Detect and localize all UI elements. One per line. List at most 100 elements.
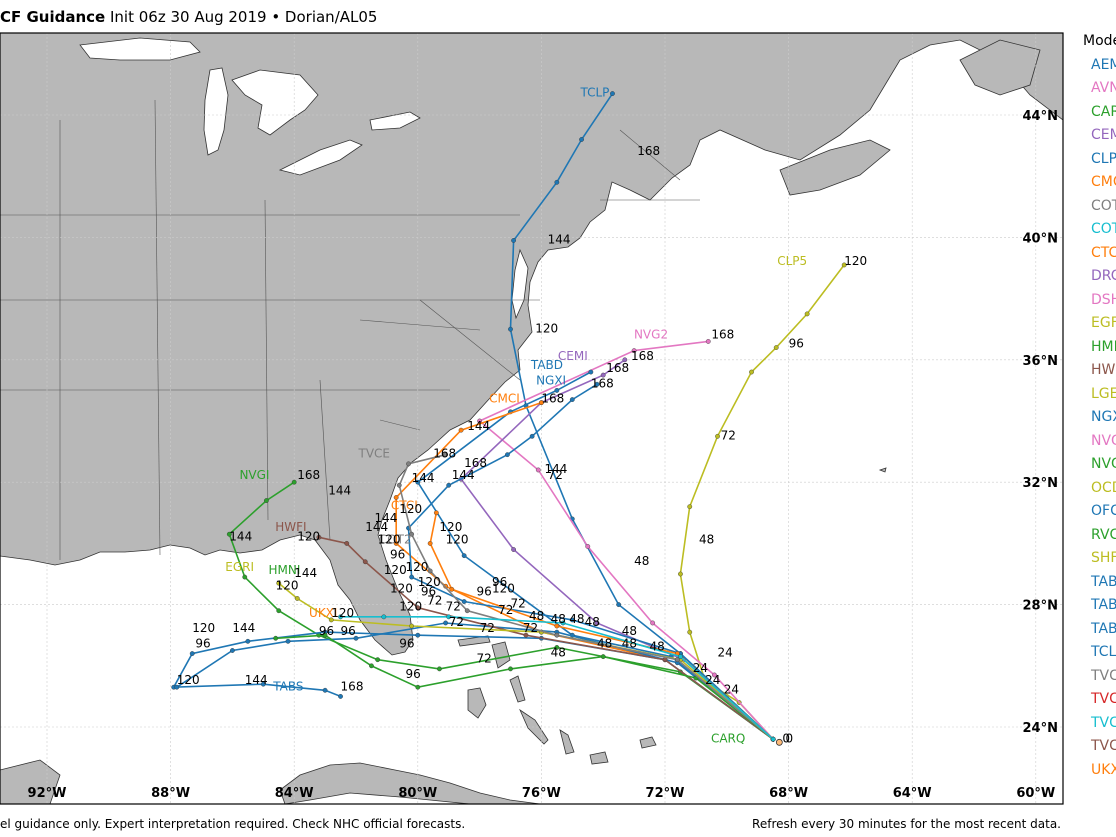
forecast-hour-label: 96 xyxy=(390,548,405,562)
track-point xyxy=(242,574,248,580)
track-point xyxy=(409,531,415,537)
forecast-hour-label: 96 xyxy=(341,624,356,638)
track-point xyxy=(393,495,399,500)
title-bold: CF Guidance xyxy=(0,8,106,26)
track-point xyxy=(415,479,421,485)
legend-item: TVC xyxy=(1091,667,1116,684)
forecast-hour-label: 120 xyxy=(276,578,299,592)
lake-ontario xyxy=(369,111,421,131)
forecast-hour-label: 72 xyxy=(721,428,736,442)
track-point xyxy=(443,620,449,626)
track-point xyxy=(443,452,449,458)
legend-item: SHF xyxy=(1091,550,1116,566)
longitude-label: 76°W xyxy=(522,786,561,801)
forecast-hour-label: 144 xyxy=(229,529,252,543)
forecast-hour-label: 0 xyxy=(782,731,790,745)
track-point xyxy=(569,617,575,623)
forecast-hour-label: 48 xyxy=(622,636,637,650)
track-model-label: NGXI xyxy=(536,373,566,387)
track-point xyxy=(226,531,232,537)
legend-header: Mode xyxy=(1083,33,1116,49)
track-point xyxy=(511,238,516,243)
forecast-hour-label: 120 xyxy=(535,321,558,335)
legend-item: NVG xyxy=(1091,432,1116,449)
forecast-hour-label: 72 xyxy=(446,600,461,614)
longitude-label: 88°W xyxy=(151,786,190,801)
legend-item: NGX xyxy=(1091,409,1116,425)
latitude-label: 28°N xyxy=(1023,599,1058,614)
forecast-hour-label: 72 xyxy=(477,652,492,666)
track-point xyxy=(427,541,433,546)
legend-item: OFC xyxy=(1091,503,1116,519)
forecast-hour-label: 144 xyxy=(544,462,567,476)
track-point xyxy=(616,602,622,607)
forecast-hour-label: 144 xyxy=(548,233,571,247)
track-point xyxy=(322,632,328,638)
forecast-hour-label: 120 xyxy=(446,532,469,546)
forecast-hour-label: 96 xyxy=(399,636,414,650)
forecast-hour-label: 48 xyxy=(529,609,544,623)
forecast-hour-label: 120 xyxy=(384,563,407,577)
track-point xyxy=(712,672,717,678)
forecast-hour-label: 144 xyxy=(365,520,388,534)
track-point xyxy=(511,547,516,552)
track-model-label: HWFI xyxy=(275,520,306,534)
bahamas-inagua xyxy=(589,751,609,765)
model-tracks[interactable] xyxy=(171,91,847,746)
forecast-hour-label: 24 xyxy=(718,646,733,660)
forecast-hour-label: 24 xyxy=(705,673,720,687)
forecast-hour-label: 168 xyxy=(637,144,660,158)
forecast-hour-label: 168 xyxy=(711,327,734,341)
track-point xyxy=(396,482,402,488)
track-point xyxy=(291,479,297,485)
forecast-hour-label: 72 xyxy=(548,468,563,482)
forecast-hour-label: 144 xyxy=(245,673,268,687)
nova-scotia xyxy=(779,139,891,196)
forecast-hour-label: 120 xyxy=(390,581,413,595)
longitude-label: 60°W xyxy=(1016,786,1055,801)
track-model-label: TCLP xyxy=(579,86,609,100)
bahamas-eleuthera xyxy=(509,675,526,703)
track-point xyxy=(569,397,575,402)
latitude-label: 44°N xyxy=(1023,109,1058,124)
forecast-hour-label: 144 xyxy=(452,468,475,482)
forecast-hour-label: 168 xyxy=(541,392,564,406)
track-point xyxy=(328,617,334,623)
track-point xyxy=(338,694,343,699)
track-point xyxy=(804,311,810,317)
forecast-hour-label: 48 xyxy=(585,615,600,629)
model-track-line[interactable] xyxy=(416,371,774,740)
track-point xyxy=(437,666,442,672)
legend-item: TVC xyxy=(1091,691,1116,707)
track-point xyxy=(427,568,433,574)
track-point xyxy=(458,427,464,433)
forecast-hour-label: 144 xyxy=(412,471,435,485)
legend-item: OCD xyxy=(1091,479,1116,496)
hour-labels: 1681441201209672482424242416816816816816… xyxy=(177,144,867,746)
track-point xyxy=(381,614,387,620)
model-track-line[interactable] xyxy=(340,615,774,740)
forecast-hour-label: 48 xyxy=(569,612,584,626)
forecast-hour-label: 168 xyxy=(433,447,456,461)
legend-item: TCL xyxy=(1091,644,1116,660)
longitude-label: 80°W xyxy=(398,786,437,801)
forecast-hour-label: 24 xyxy=(693,661,708,675)
model-track-line[interactable] xyxy=(275,634,774,740)
longitude-label: 64°W xyxy=(893,786,932,801)
forecast-hour-label: 168 xyxy=(464,456,487,470)
forecast-hour-label: 72 xyxy=(523,621,538,635)
track-model-label: CTCI xyxy=(391,499,418,513)
forecast-hour-label: 144 xyxy=(375,511,398,525)
latitude-label: 40°N xyxy=(1023,231,1058,246)
track-point xyxy=(294,596,300,601)
track-point xyxy=(560,620,566,626)
track-point xyxy=(773,345,779,350)
longitude-labels: 92°W 88°W 84°W 80°W 76°W 72°W 68°W 64°W 60°W xyxy=(28,786,1056,801)
forecast-hour-label: 48 xyxy=(551,612,566,626)
model-track-line[interactable] xyxy=(478,340,774,740)
refresh-note: Refresh every 30 minutes for the most re… xyxy=(752,817,1061,831)
track-point xyxy=(715,433,720,439)
legend-item: TVC xyxy=(1091,714,1116,731)
track-point xyxy=(338,614,343,620)
